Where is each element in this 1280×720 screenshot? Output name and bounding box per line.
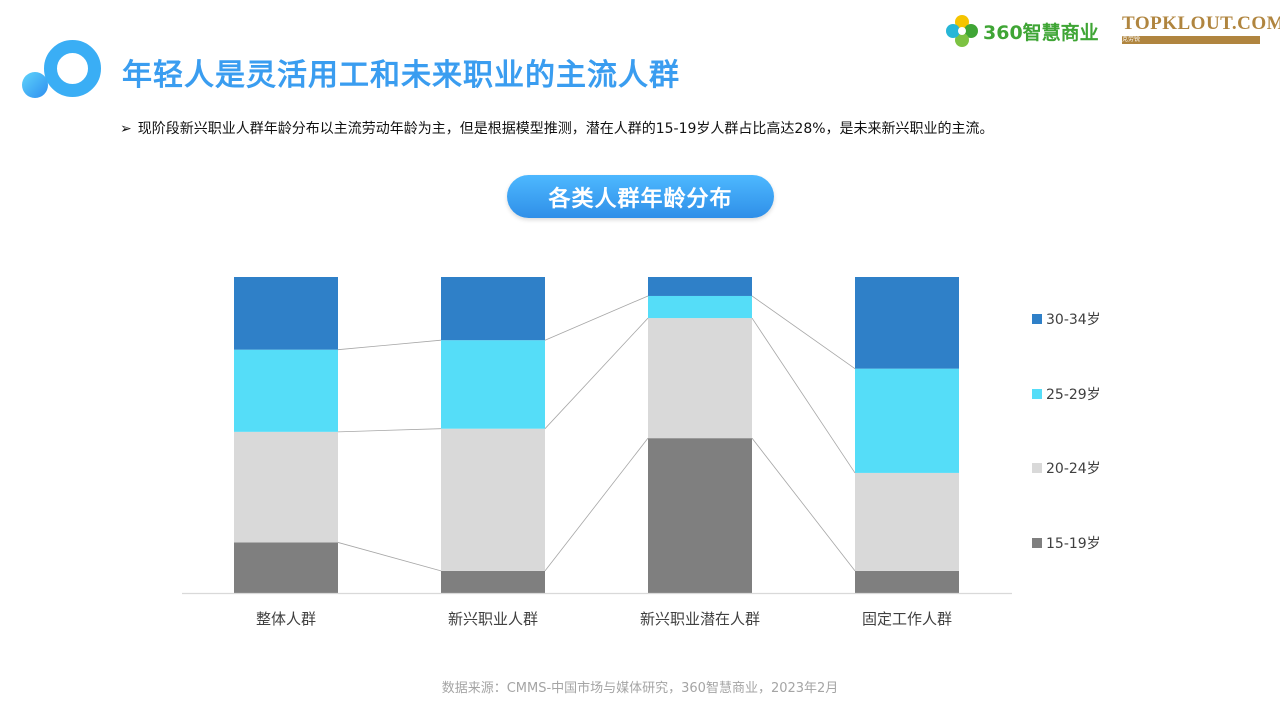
bar-30-34岁-新兴职业潜在人群 <box>648 277 752 296</box>
connector-line <box>544 295 649 341</box>
connector-line <box>751 317 856 474</box>
logo-topklout-sub: 克劳锐 <box>1122 36 1260 44</box>
legend-label: 25-29岁 <box>1046 387 1101 403</box>
connector-line <box>337 428 442 433</box>
logo-topklout-text: TOPKLOUT.COM <box>1122 13 1280 34</box>
legend-swatch <box>1032 389 1042 399</box>
bar-25-29岁-新兴职业人群 <box>441 340 545 429</box>
bar-30-34岁-固定工作人群 <box>855 277 959 369</box>
connector-line <box>751 437 856 572</box>
page-title: 年轻人是灵活用工和未来职业的主流人群 <box>122 58 680 93</box>
legend-label: 15-19岁 <box>1046 536 1101 552</box>
connector-line <box>337 542 442 572</box>
legend-label: 20-24岁 <box>1046 461 1101 477</box>
bullet-point: ➢ 现阶段新兴职业人群年龄分布以主流劳动年龄为主，但是根据模型推测，潜在人群的15… <box>120 118 994 138</box>
chart-title: 各类人群年龄分布 <box>507 175 774 218</box>
bar-20-24岁-新兴职业潜在人群 <box>648 318 752 439</box>
bullet-text: 现阶段新兴职业人群年龄分布以主流劳动年龄为主，但是根据模型推测，潜在人群的15-… <box>137 121 994 137</box>
connector-line <box>337 339 442 351</box>
legend-swatch <box>1032 314 1042 324</box>
logo-360-text: 360智慧商业 <box>983 21 1099 44</box>
bar-20-24岁-固定工作人群 <box>855 472 959 571</box>
bar-15-19岁-整体人群 <box>234 542 338 593</box>
bar-20-24岁-新兴职业人群 <box>441 428 545 571</box>
bar-25-29岁-固定工作人群 <box>855 368 959 473</box>
x-tick-label: 整体人群 <box>256 610 316 628</box>
connector-line <box>544 317 649 429</box>
pinwheel-icon <box>946 15 978 47</box>
legend-label: 30-34岁 <box>1046 312 1101 328</box>
bar-25-29岁-整体人群 <box>234 349 338 432</box>
bar-30-34岁-整体人群 <box>234 277 338 350</box>
bar-15-19岁-固定工作人群 <box>855 570 959 593</box>
bar-20-24岁-整体人群 <box>234 431 338 543</box>
decor-ring-circle <box>44 40 101 97</box>
x-tick-label: 固定工作人群 <box>862 610 952 628</box>
bar-15-19岁-新兴职业潜在人群 <box>648 438 752 593</box>
decor-small-circle <box>22 72 48 98</box>
connector-line <box>751 295 856 369</box>
logo-360: 360智慧商业 <box>945 14 1099 48</box>
legend-swatch <box>1032 538 1042 548</box>
legend-swatch <box>1032 463 1042 473</box>
connector-line <box>544 437 649 572</box>
x-tick-label: 新兴职业人群 <box>448 610 538 628</box>
bar-15-19岁-新兴职业人群 <box>441 570 545 593</box>
bar-30-34岁-新兴职业人群 <box>441 277 545 341</box>
logo-topklout: TOPKLOUT.COM 克劳锐 <box>1122 13 1280 44</box>
bar-25-29岁-新兴职业潜在人群 <box>648 295 752 319</box>
source-note: 数据来源：CMMS-中国市场与媒体研究，360智慧商业，2023年2月 <box>441 681 839 696</box>
arrow-right-icon: ➢ <box>120 121 132 137</box>
x-tick-label: 新兴职业潜在人群 <box>640 610 760 628</box>
